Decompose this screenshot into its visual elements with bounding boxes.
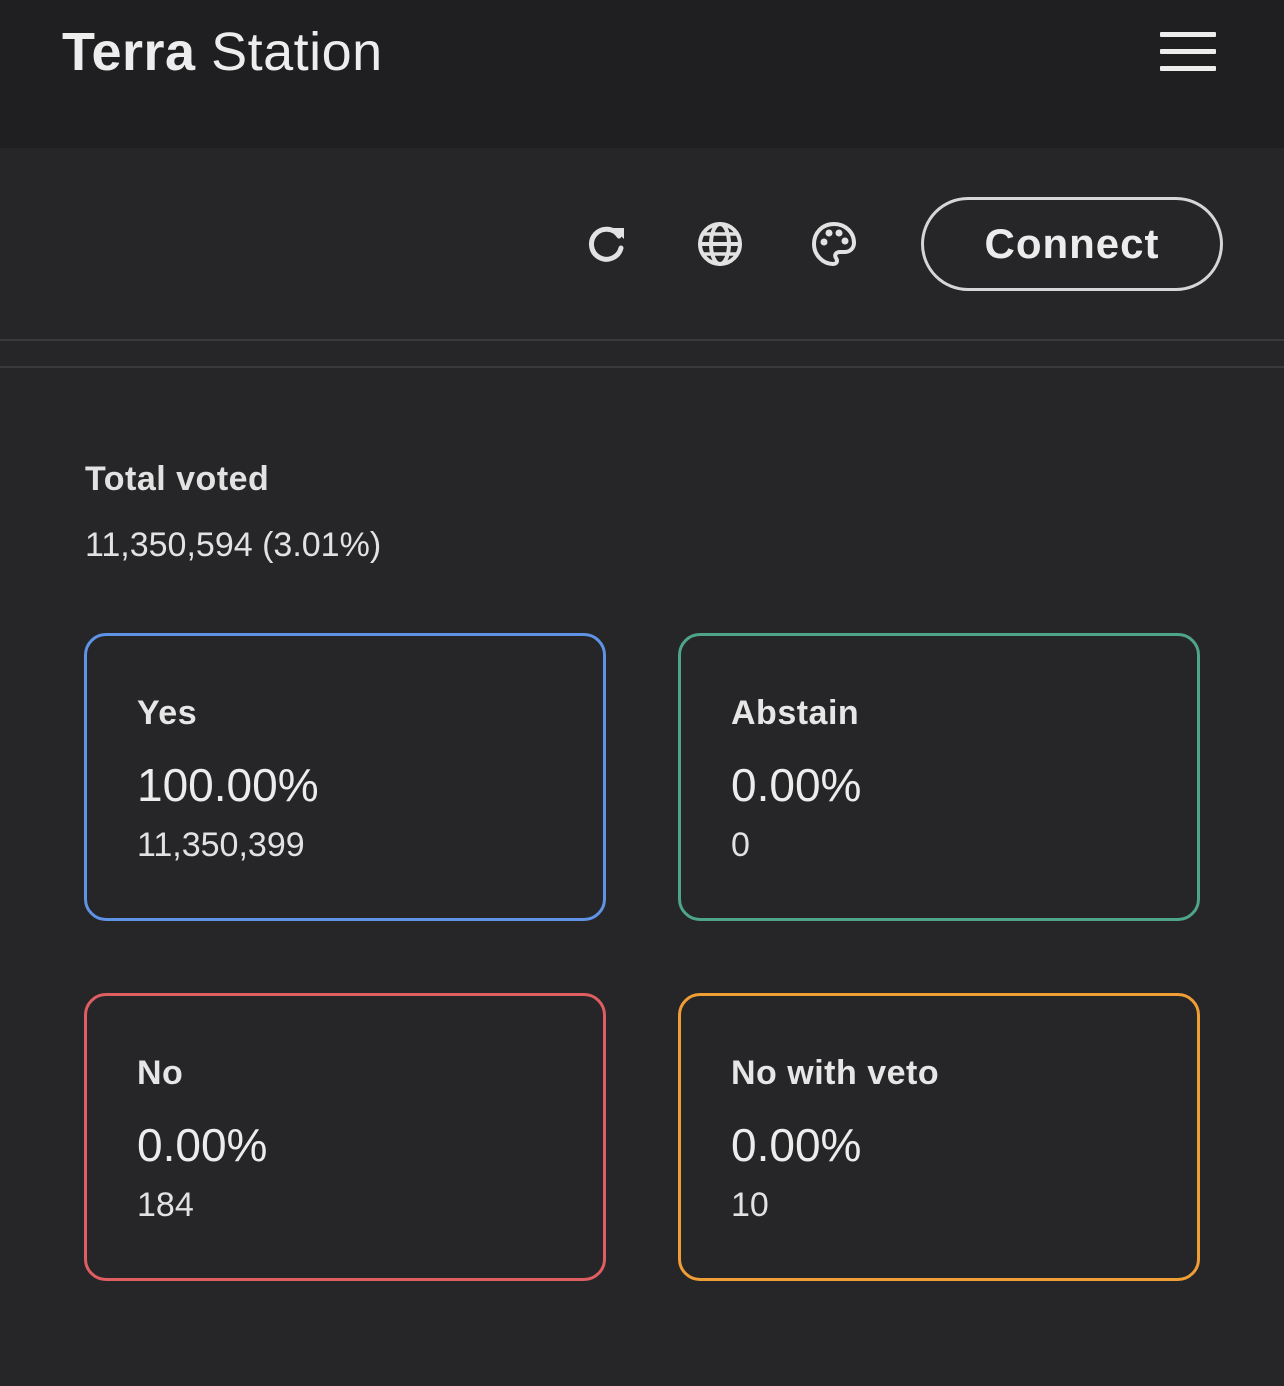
vote-option-label: Yes bbox=[137, 694, 198, 732]
vote-option-percent: 100.00% bbox=[137, 759, 319, 811]
total-voted-value: 11,350,594 (3.01%) bbox=[85, 526, 382, 564]
vote-option-percent: 0.00% bbox=[731, 759, 862, 811]
vote-card-abstain: Abstain 0.00% 0 bbox=[678, 633, 1200, 921]
toolbar: Connect bbox=[0, 148, 1284, 341]
vote-option-label: Abstain bbox=[731, 694, 860, 732]
vote-card-no: No 0.00% 184 bbox=[84, 993, 606, 1281]
brand-logo[interactable]: Terra Station bbox=[62, 22, 383, 82]
globe-icon[interactable] bbox=[694, 218, 746, 270]
connect-button[interactable]: Connect bbox=[921, 197, 1223, 291]
vote-option-label: No with veto bbox=[731, 1054, 940, 1092]
vote-option-percent: 0.00% bbox=[137, 1119, 268, 1171]
refresh-icon[interactable] bbox=[580, 218, 632, 270]
vote-option-count: 11,350,399 bbox=[137, 826, 305, 864]
vote-option-percent: 0.00% bbox=[731, 1119, 862, 1171]
hamburger-menu-icon[interactable] bbox=[1160, 32, 1216, 72]
palette-icon[interactable] bbox=[808, 218, 860, 270]
vote-card-no-with-veto: No with veto 0.00% 10 bbox=[678, 993, 1200, 1281]
total-voted-label: Total voted bbox=[85, 460, 270, 498]
vote-option-count: 184 bbox=[137, 1186, 194, 1224]
vote-option-label: No bbox=[137, 1054, 184, 1092]
vote-option-count: 0 bbox=[731, 826, 750, 864]
vote-option-count: 10 bbox=[731, 1186, 769, 1224]
divider bbox=[0, 366, 1284, 368]
brand-name-light: Station bbox=[195, 22, 383, 82]
top-bar: Terra Station bbox=[0, 0, 1284, 148]
brand-name-bold: Terra bbox=[62, 22, 196, 82]
vote-card-yes: Yes 100.00% 11,350,399 bbox=[84, 633, 606, 921]
